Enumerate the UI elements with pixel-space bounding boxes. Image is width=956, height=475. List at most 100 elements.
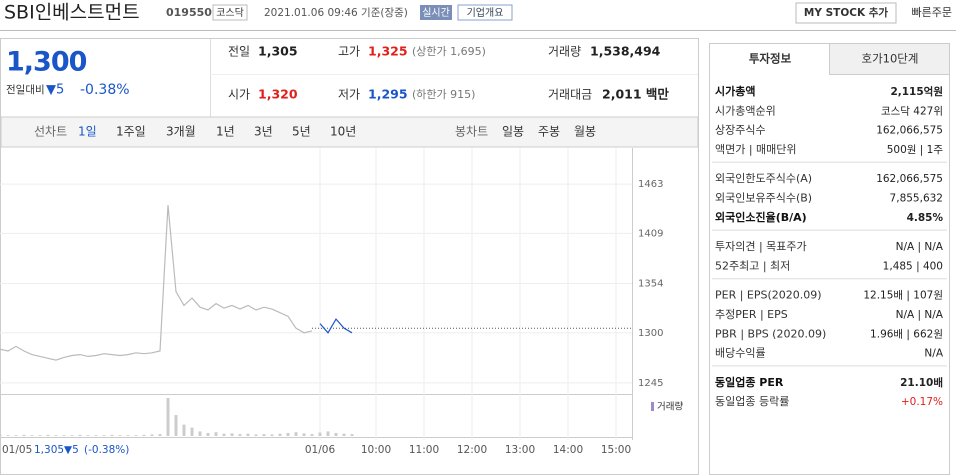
info-label: 액면가 | 매매단위 <box>715 143 797 156</box>
info-label: 추정PER | EPS <box>715 308 788 321</box>
x-tick-label: 01/06 <box>305 444 336 456</box>
info-value: N/A | N/A <box>896 241 944 253</box>
summary-value: 2,011 백만 <box>602 87 669 102</box>
info-label: 시가총액 <box>715 84 755 98</box>
info-label: 상장주식수 <box>715 124 766 137</box>
y-tick-label: 1245 <box>638 378 663 389</box>
info-label: PER | EPS(2020.09) <box>715 289 822 302</box>
info-value: 1,485 | 400 <box>883 260 943 272</box>
legend-label: 거래량 <box>657 401 683 413</box>
x-tick-label: 10:00 <box>361 444 391 456</box>
info-value: 4.85% <box>907 212 944 224</box>
y-tick-label: 1409 <box>638 228 663 239</box>
quick-order[interactable]: 빠른주문 <box>912 6 952 19</box>
period-tab[interactable]: 3개월 <box>166 125 196 139</box>
volume-bar <box>0 434 2 436</box>
summary-label: 시가 <box>228 88 250 102</box>
summary-sub: (상한가 1,695) <box>412 45 486 58</box>
info-label: 배당수익률 <box>715 347 766 360</box>
info-value: 500원 | 1주 <box>887 144 944 156</box>
volume-bar <box>270 434 274 436</box>
volume-bar <box>318 432 322 436</box>
summary-label: 저가 <box>338 88 360 102</box>
volume-bar <box>302 433 306 436</box>
volume-bar <box>134 435 138 436</box>
overview-button[interactable] <box>457 4 513 21</box>
info-value: 7,855,632 <box>890 193 943 205</box>
volume-bar <box>222 433 226 436</box>
stock-name: SBI인베스트먼트 <box>4 2 140 24</box>
summary-label: 전일 <box>228 45 250 59</box>
summary-label: 고가 <box>338 45 360 59</box>
x-tick-label: 15:00 <box>601 444 631 456</box>
side-tab[interactable]: 호가10단계 <box>862 52 919 66</box>
volume-bar <box>214 432 218 436</box>
info-label: 동일업종 등락률 <box>715 394 789 408</box>
realtime-badge <box>420 5 452 20</box>
info-value: N/A <box>924 348 943 360</box>
summary-value: 1,305 <box>258 44 298 59</box>
candle-tab[interactable]: 주봉 <box>538 125 560 139</box>
volume-bar <box>230 433 234 436</box>
footer-date: 01/05 <box>2 444 32 456</box>
stock-code: 019550 <box>166 6 212 19</box>
candle-tab[interactable]: 일봉 <box>502 125 524 139</box>
volume-bar <box>174 415 178 436</box>
period-tab[interactable]: 1일 <box>78 125 97 139</box>
volume-bar <box>166 398 170 436</box>
volume-bar <box>262 434 266 436</box>
volume-bar <box>14 435 18 436</box>
volume-bar <box>206 432 210 436</box>
volume-bar <box>94 435 98 436</box>
mystock-button[interactable] <box>795 2 897 24</box>
volume-bar <box>294 432 298 436</box>
summary-label: 거래대금 <box>548 88 592 102</box>
period-tab[interactable]: 3년 <box>254 125 273 139</box>
info-value: 21.10배 <box>900 376 943 389</box>
volume-bar <box>278 433 282 436</box>
x-tick-label: 14:00 <box>553 444 583 456</box>
volume-bar <box>342 433 346 436</box>
volume-bar <box>310 434 314 436</box>
y-tick-label: 1463 <box>638 179 663 190</box>
info-value: 2,115억원 <box>890 85 943 98</box>
summary-value: 1,325 <box>368 44 408 59</box>
market-badge <box>212 4 248 21</box>
side-tab[interactable]: 투자정보 <box>749 52 792 66</box>
volume-bar <box>286 432 290 436</box>
volume-bar <box>350 434 354 436</box>
change: ▼5 <box>46 83 64 98</box>
y-tick-label: 1300 <box>638 328 663 339</box>
candle-tab[interactable]: 월봉 <box>574 125 596 139</box>
info-value: 162,066,575 <box>876 125 943 137</box>
footer-change: ▼5 <box>64 444 79 456</box>
period-tab[interactable]: 10년 <box>330 125 356 139</box>
info-label: PBR | BPS (2020.09) <box>715 327 826 340</box>
info-label: 외국인한도주식수(A) <box>715 172 812 185</box>
change-pct: -0.38% <box>80 82 130 98</box>
volume-bar <box>70 435 74 436</box>
tab-label: 선차트 <box>34 125 67 139</box>
x-tick-label: 11:00 <box>409 444 439 456</box>
mystock[interactable]: MY STOCK 추가 <box>804 6 889 19</box>
period-tab[interactable]: 5년 <box>292 125 311 139</box>
volume-bar <box>150 434 154 436</box>
info-value: +0.17% <box>901 396 943 408</box>
price: 1,300 <box>6 47 87 78</box>
volume-bar <box>38 435 42 436</box>
summary-value: 1,538,494 <box>590 44 661 59</box>
info-label: 외국인보유주식수(B) <box>715 192 812 205</box>
volume-bar <box>334 432 338 436</box>
info-label: 52주최고 | 최저 <box>715 259 790 272</box>
footer-pct: (-0.38%) <box>84 444 129 456</box>
period-tab[interactable]: 1주일 <box>116 125 146 139</box>
volume-bar <box>118 435 122 436</box>
tab-label: 봉차트 <box>455 125 488 139</box>
volume-bar <box>198 431 202 436</box>
summary-sub: (하한가 915) <box>412 87 475 101</box>
side-tab-inactive[interactable] <box>829 43 950 75</box>
period-tab[interactable]: 1년 <box>216 125 235 139</box>
overview[interactable]: 기업개요 <box>467 6 504 19</box>
volume-bar <box>126 435 130 436</box>
